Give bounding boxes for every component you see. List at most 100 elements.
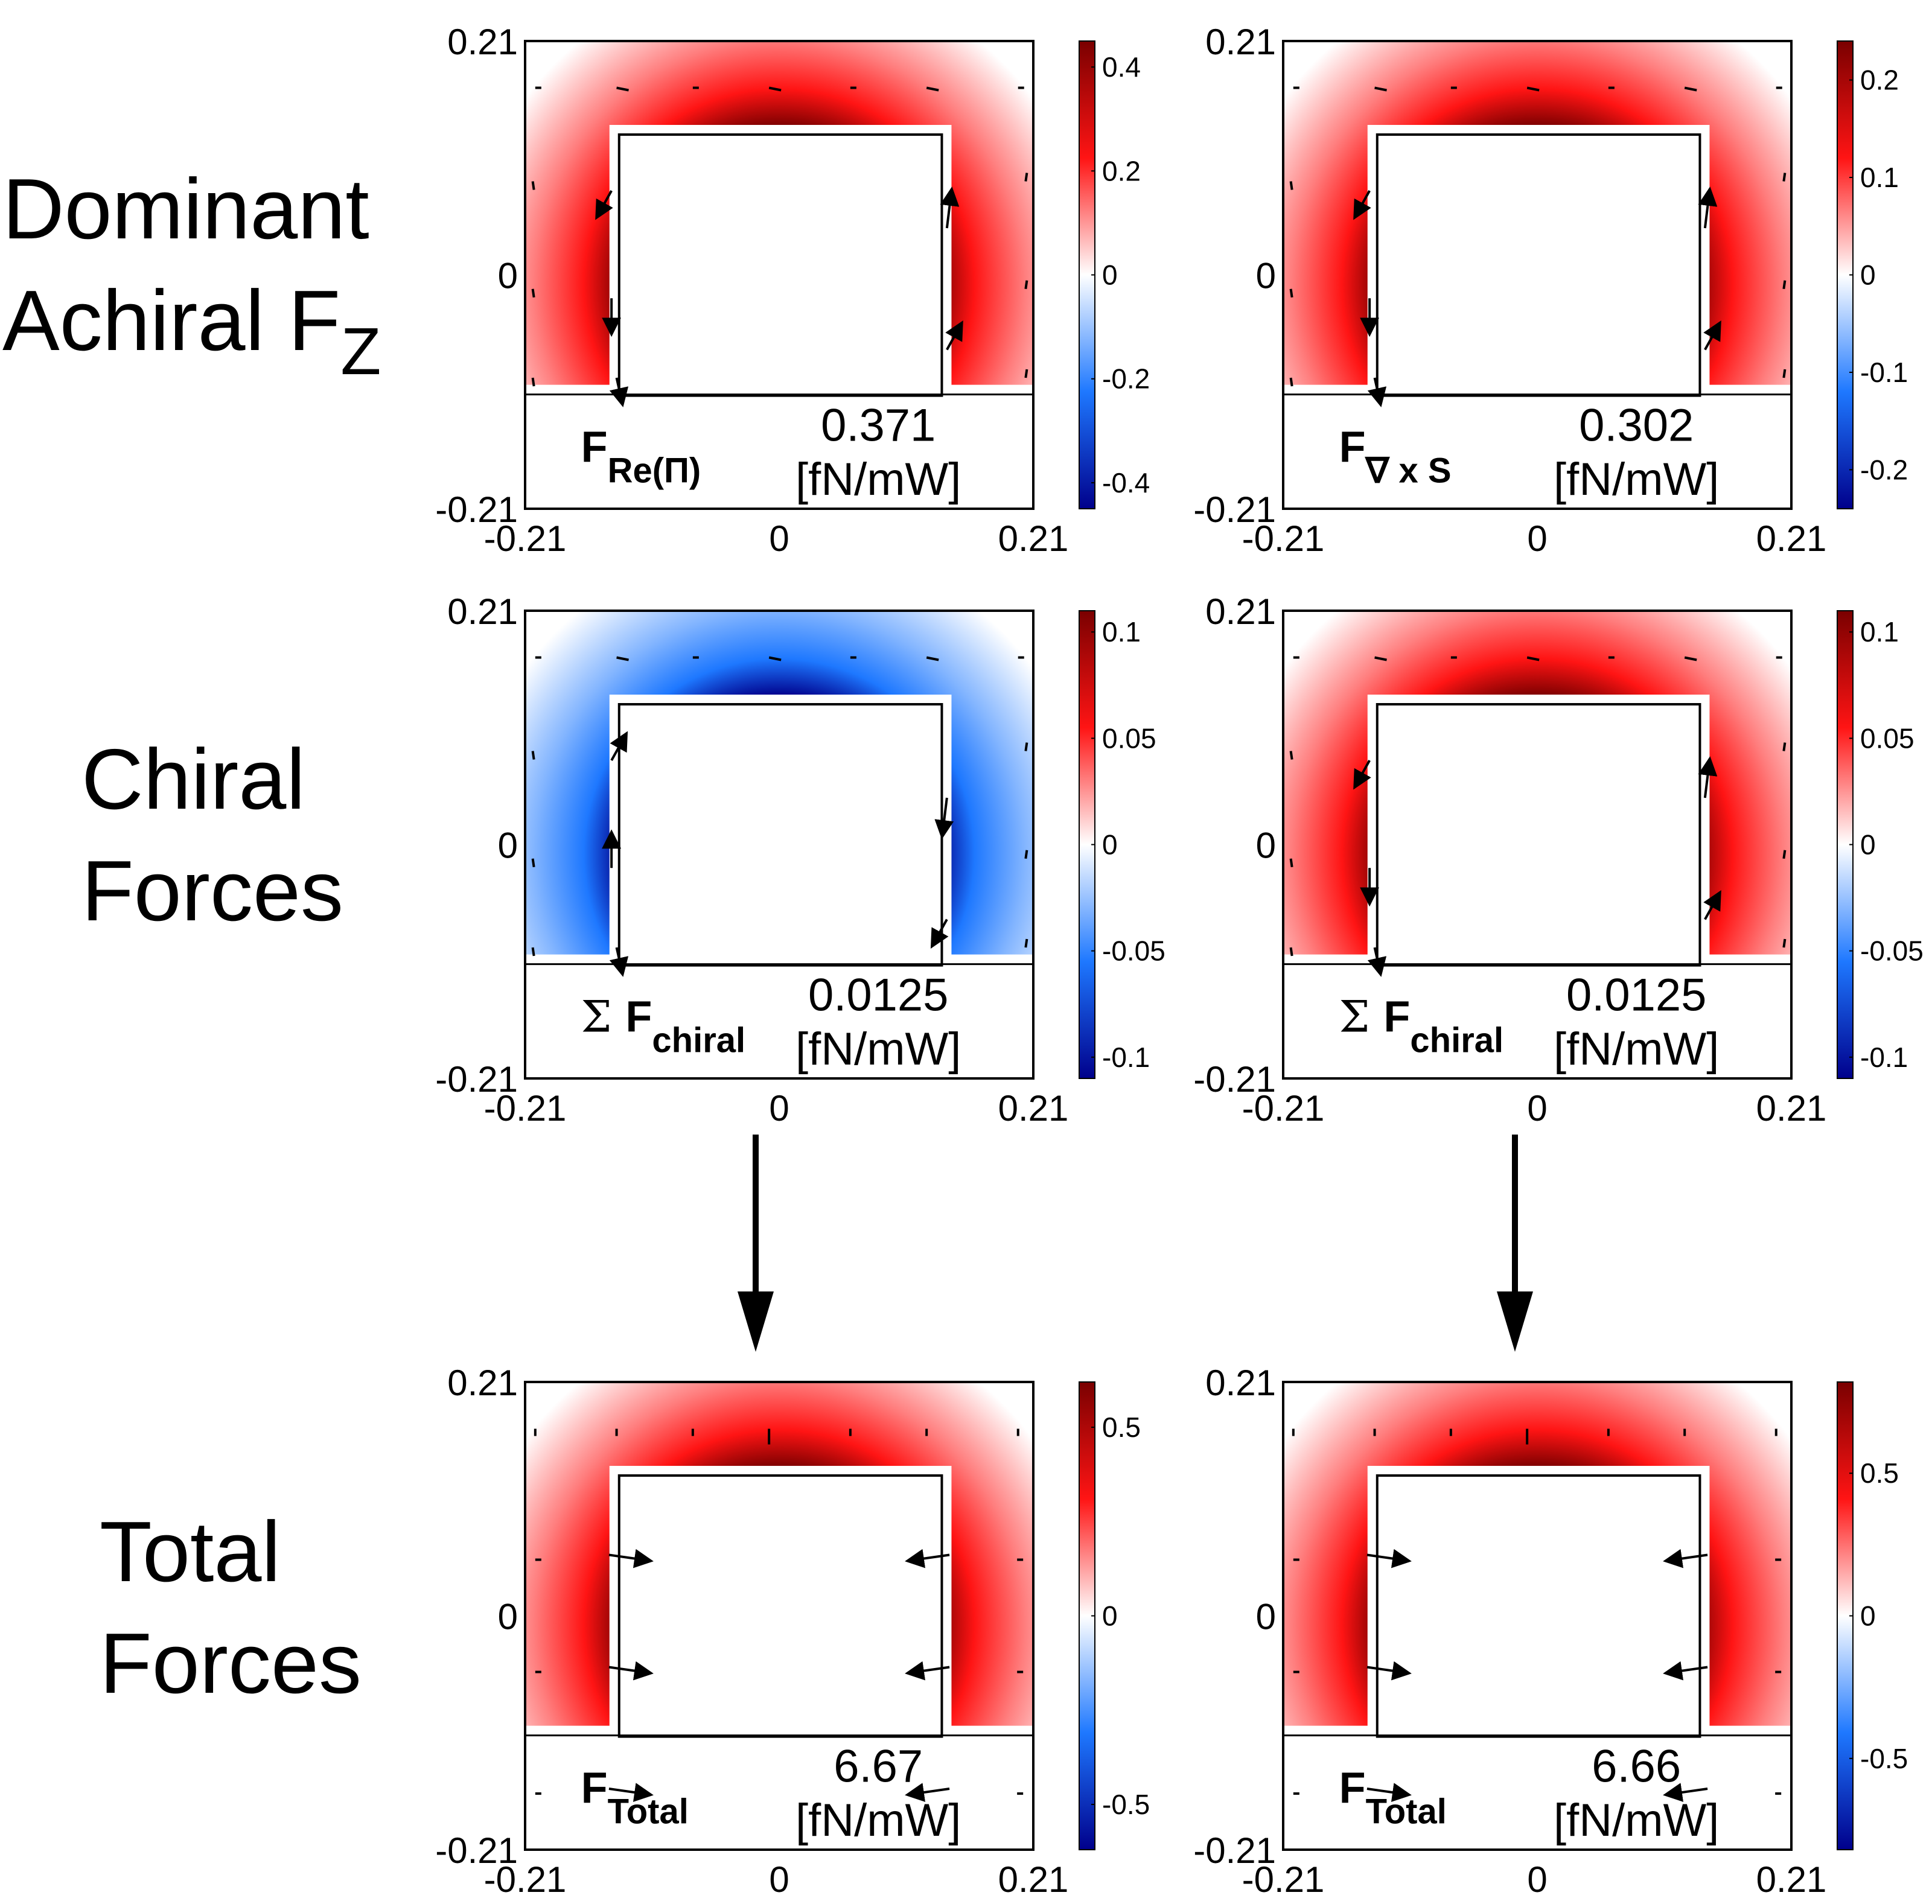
x-tick-label: 0 xyxy=(1527,1088,1547,1129)
quiver-arrow xyxy=(1289,181,1293,190)
flow-arrow-left xyxy=(738,1135,774,1352)
quiver-arrow xyxy=(934,797,954,839)
colorbar-tick-label: -0.5 xyxy=(1860,1743,1908,1774)
quiver-arrow xyxy=(1366,1549,1412,1568)
quiver-arrow xyxy=(1698,186,1718,229)
quiver-arrow xyxy=(1663,1783,1708,1802)
quiver-arrow xyxy=(616,86,629,92)
force-label-main: F xyxy=(1339,424,1366,472)
heatmap-panel-5: -0.21 0 0.21 0.21 0 -0.21 FTotal 6.67[fN/mW] 0.5… xyxy=(435,1363,1150,1900)
colorbar-tick-label: -0.2 xyxy=(1860,454,1908,485)
y-tick-label: 0 xyxy=(498,826,518,866)
colorbar-tick-label: 0.5 xyxy=(1860,1457,1899,1489)
y-tick-label: -0.21 xyxy=(1193,1059,1276,1100)
force-value: 0.371 xyxy=(821,400,936,451)
quiver-arrow xyxy=(768,86,782,92)
y-tick-label: 0 xyxy=(1256,826,1276,866)
quiver-arrow xyxy=(1024,280,1028,290)
heatmap-panel-3: -0.21 0 0.21 0.21 0 -0.21 Σ Fchiral 0.0125[fN/m… xyxy=(435,591,1165,1129)
colorbar-tick-label: -0.1 xyxy=(1102,1042,1150,1073)
x-tick-label: -0.21 xyxy=(1242,1859,1325,1900)
quiver-arrows xyxy=(1289,656,1787,977)
quiver-arrow xyxy=(616,656,629,661)
row-label-total-line1: Total xyxy=(100,1504,281,1600)
y-tick-label: 0.21 xyxy=(447,591,518,632)
force-value: 0.0125 xyxy=(1566,970,1706,1021)
colorbar-tick-label: 0 xyxy=(1860,1600,1876,1632)
y-tick-label: -0.21 xyxy=(435,489,518,530)
force-label-subscript: Total xyxy=(1366,1792,1447,1832)
quiver-arrow xyxy=(1289,858,1293,868)
y-tick-label: 0 xyxy=(498,1597,518,1637)
colorbar-tick-label: -0.4 xyxy=(1102,467,1150,498)
quiver-arrow xyxy=(1367,377,1387,407)
quiver-arrow xyxy=(1782,850,1787,859)
y-tick-label: -0.21 xyxy=(435,1830,518,1871)
quiver-arrow xyxy=(1703,320,1721,351)
colorbar-tick-label: -0.1 xyxy=(1860,1042,1908,1073)
quiver-arrow xyxy=(1684,656,1697,661)
row-label-achiral-line2: Achiral FZ xyxy=(2,273,381,389)
quiver-arrow xyxy=(609,947,629,977)
particle-body xyxy=(617,1474,943,1738)
quiver-arrow xyxy=(531,181,535,190)
y-tick-label: 0 xyxy=(1256,1597,1276,1637)
row-label-total-line2: Forces xyxy=(100,1616,362,1711)
row-label-achiral-line2-text: Achiral F xyxy=(2,273,340,369)
x-tick-label: -0.21 xyxy=(484,1088,567,1129)
particle-body xyxy=(617,703,943,967)
y-tick-label: -0.21 xyxy=(435,1059,518,1100)
force-label: F∇ x S xyxy=(1339,424,1452,491)
quiver-arrow xyxy=(768,656,782,661)
force-label-main: F xyxy=(581,424,608,472)
force-label-prefix: Σ xyxy=(581,992,626,1042)
quiver-arrow xyxy=(1366,1783,1412,1802)
quiver-arrow xyxy=(1024,173,1028,182)
quiver-arrow xyxy=(1353,190,1371,220)
x-tick-label: 0.21 xyxy=(1756,518,1827,559)
quiver-arrows xyxy=(1292,1428,1782,1802)
colorbar-tick-label: 0 xyxy=(1102,1600,1118,1632)
quiver-arrow xyxy=(1289,751,1293,760)
quiver-arrow xyxy=(1782,369,1787,378)
quiver-arrow xyxy=(1024,850,1028,859)
quiver-arrow xyxy=(1374,656,1387,661)
quiver-arrow xyxy=(1024,742,1028,751)
quiver-arrow xyxy=(905,1661,950,1681)
quiver-arrow xyxy=(1703,890,1721,920)
force-unit: [fN/mW] xyxy=(795,1795,961,1846)
quiver-arrow xyxy=(1782,280,1787,290)
x-tick-label: -0.21 xyxy=(1242,1088,1325,1129)
force-unit: [fN/mW] xyxy=(795,454,961,505)
force-label-main: F xyxy=(581,1765,608,1813)
colorbar-tick-label: 0.5 xyxy=(1102,1412,1141,1443)
y-tick-label: -0.21 xyxy=(1193,1830,1276,1871)
colorbar-tick-label: 0 xyxy=(1102,259,1118,291)
panels: -0.21 0 0.210.210-0.21FRe(Π)0.371[fN/mW]0.… xyxy=(435,22,1924,1900)
x-tick-label: 0.21 xyxy=(1756,1859,1827,1900)
colorbar-tick-label: 0.2 xyxy=(1860,65,1899,96)
colorbar-tick-label: 0.4 xyxy=(1102,51,1141,83)
quiver-arrow xyxy=(1782,742,1787,751)
row-label-chiral-line2: Forces xyxy=(81,843,343,939)
heatmap-panel-2: -0.21 0 0.21 0.21 0 -0.21 F∇ x S 0.302[fN/mW] 0.… xyxy=(1193,22,1908,559)
quiver-arrows xyxy=(534,1428,1024,1802)
x-tick-label: 0.21 xyxy=(998,518,1069,559)
x-tick-label: 0 xyxy=(1527,1859,1547,1900)
colorbar-tick-label: -0.2 xyxy=(1102,363,1150,395)
force-label: Σ Fchiral xyxy=(581,992,746,1060)
quiver-arrow xyxy=(1526,656,1540,661)
colorbar-tick-label: -0.05 xyxy=(1860,935,1924,967)
quiver-arrow xyxy=(930,919,949,949)
x-tick-label: -0.21 xyxy=(1242,518,1325,559)
quiver-arrow xyxy=(531,751,535,760)
force-unit: [fN/mW] xyxy=(1554,1795,1719,1846)
quiver-arrow xyxy=(1782,938,1787,948)
row-label-achiral-subscript: Z xyxy=(340,314,381,389)
quiver-arrow xyxy=(531,858,535,868)
row-label-chiral: Chiral Forces xyxy=(81,731,343,939)
colorbar-tick-label: -0.5 xyxy=(1102,1789,1150,1820)
y-tick-label: 0.21 xyxy=(1205,22,1276,62)
x-tick-label: -0.21 xyxy=(484,1859,567,1900)
force-label-subscript: Re(Π) xyxy=(608,451,701,491)
